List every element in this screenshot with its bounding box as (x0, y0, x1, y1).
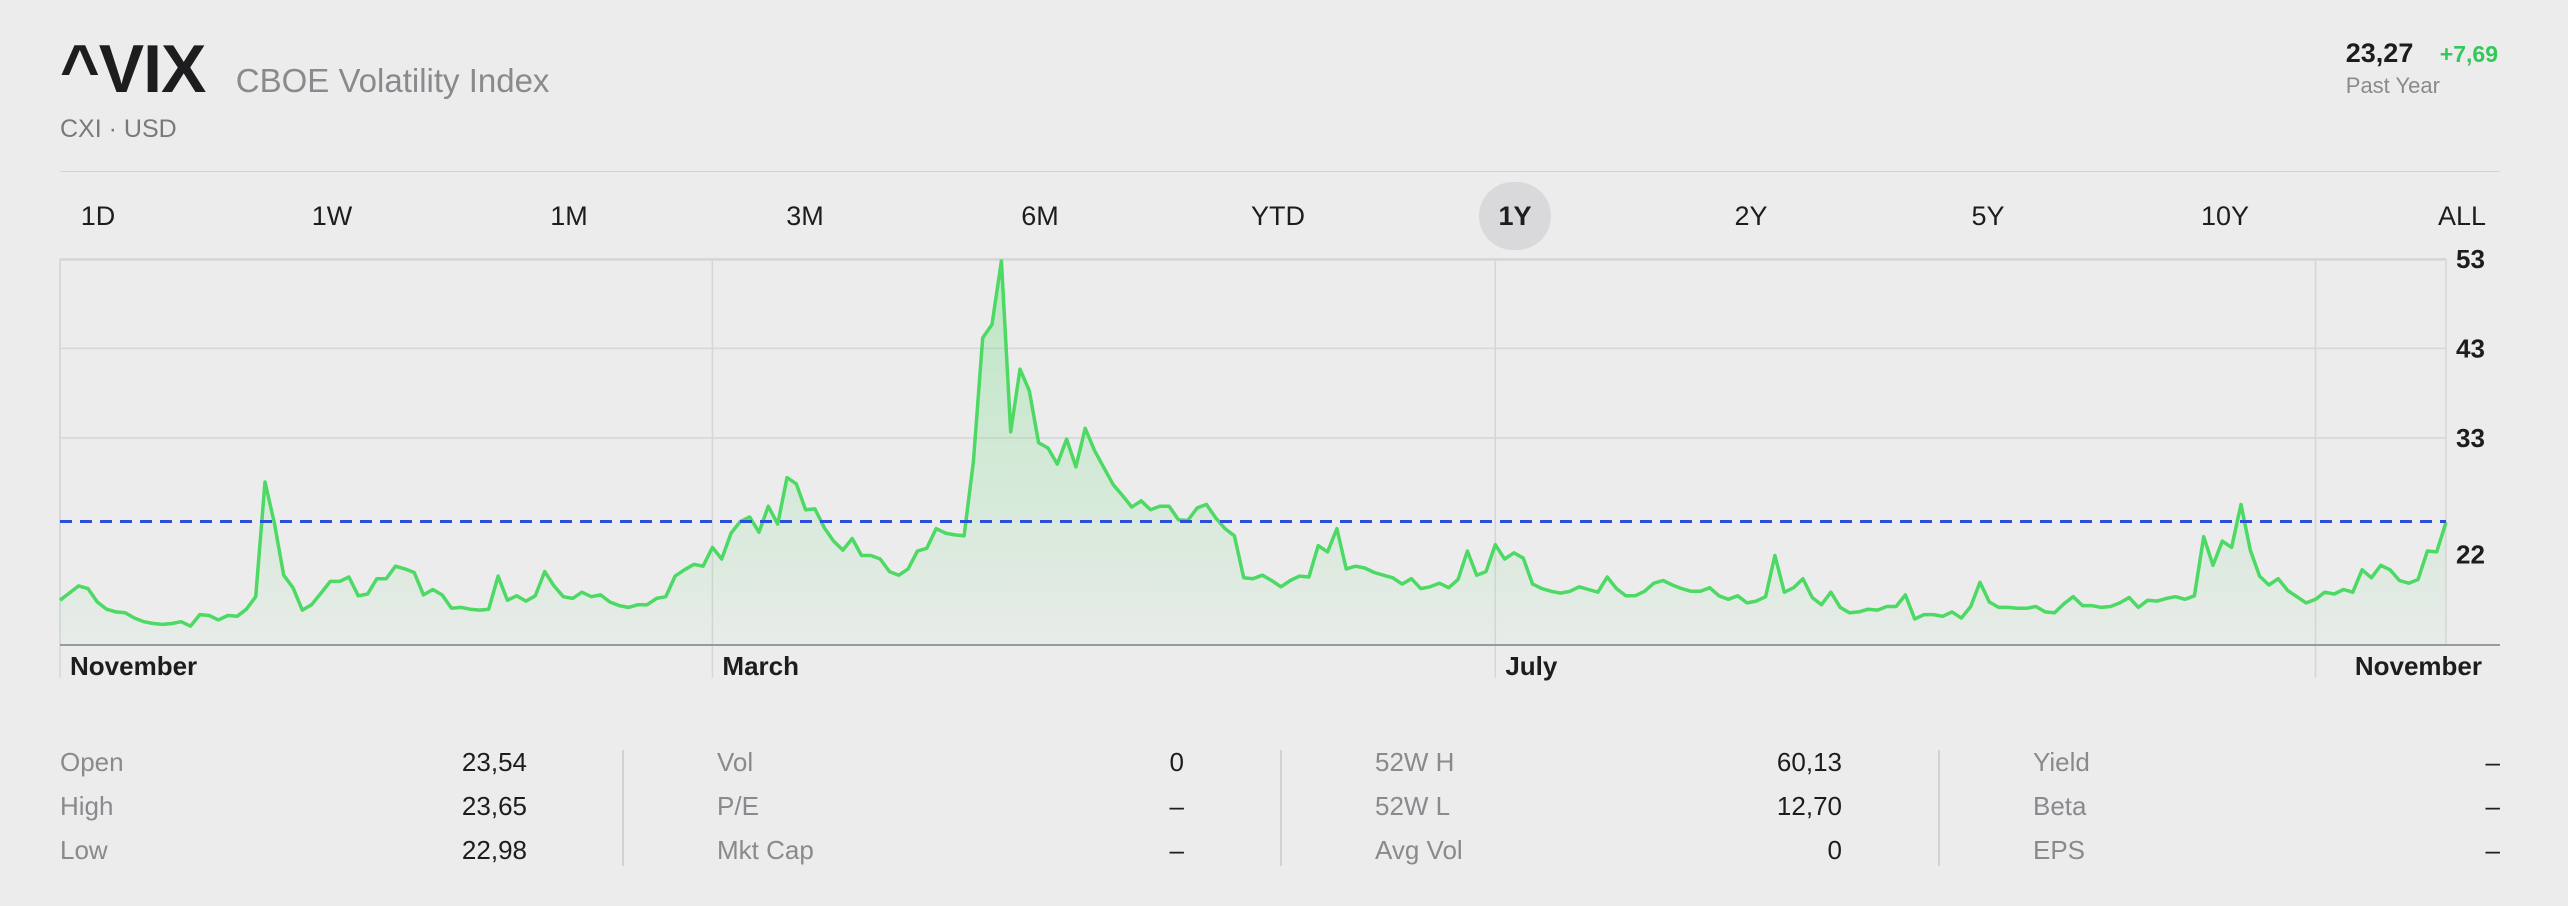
range-tab-1d[interactable]: 1D (80, 201, 116, 231)
range-tab-5y[interactable]: 5Y (1971, 201, 2005, 231)
y-tick-label: 53 (2456, 244, 2485, 274)
stat-label: High (60, 791, 114, 821)
x-tick-label: November (2355, 651, 2482, 681)
stat-row-eps: EPS – (2033, 828, 2500, 872)
stat-row-p-e: P/E – (717, 784, 1184, 828)
range-tab-10y[interactable]: 10Y (2200, 201, 2250, 231)
stat-value: – (1169, 791, 1184, 821)
series-area (60, 260, 2446, 645)
stats-column: Open 23,54 High 23,65 Low 22,98 (60, 740, 527, 872)
stats-column: Yield – Beta – EPS – (2033, 740, 2500, 872)
stats-column: Vol 0 P/E – Mkt Cap – (717, 740, 1184, 872)
time-range-selector: 1D 1W 1M 3M 6M YTD 1Y 2Y 5Y 10Y ALL (60, 182, 2500, 250)
stat-label: EPS (2033, 835, 2086, 865)
stat-label: 52W H (1375, 747, 1455, 777)
exchange-label: CXI · USD (60, 115, 177, 143)
stat-value: 60,13 (1776, 747, 1842, 777)
range-tab-2y[interactable]: 2Y (1734, 201, 1768, 231)
header: ^VIX CBOE Volatility Index (60, 30, 549, 108)
stats-divider (622, 750, 624, 866)
x-tick-label: March (722, 651, 799, 681)
stat-row-avg-vol: Avg Vol 0 (1375, 828, 1842, 872)
stat-label: 52W L (1375, 791, 1451, 821)
index-name: CBOE Volatility Index (235, 62, 550, 99)
stat-label: Mkt Cap (717, 835, 814, 865)
stat-value: 0 (1169, 747, 1184, 777)
stat-row-yield: Yield – (2033, 740, 2500, 784)
stat-label: Low (60, 835, 108, 865)
range-tab-ytd[interactable]: YTD (1251, 201, 1305, 231)
x-tick-label: July (1505, 651, 1558, 681)
range-tab-6m[interactable]: 6M (1021, 201, 1059, 231)
stat-row-low: Low 22,98 (60, 828, 527, 872)
range-tab-all[interactable]: ALL (2437, 201, 2487, 231)
quote-summary: 23,27 +7,69 Past Year (2346, 38, 2498, 99)
stat-label: Beta (2033, 791, 2087, 821)
stats-divider (1938, 750, 1940, 866)
change-period: Past Year (2345, 73, 2440, 98)
stat-row-vol: Vol 0 (717, 740, 1184, 784)
y-tick-label: 22 (2456, 539, 2485, 569)
stat-value: 23,54 (461, 747, 527, 777)
range-tab-1y[interactable]: 1Y (1479, 182, 1551, 250)
stat-value: 12,70 (1776, 791, 1842, 821)
y-tick-label: 33 (2456, 423, 2485, 453)
stat-row-52w-l: 52W L 12,70 (1375, 784, 1842, 828)
stat-label: Open (60, 747, 124, 777)
stat-value: – (1169, 835, 1184, 865)
stat-label: Vol (717, 747, 754, 777)
stat-value: – (2485, 835, 2500, 865)
range-tab-1w[interactable]: 1W (311, 201, 353, 231)
stat-value: – (2485, 791, 2500, 821)
series-line (58, 259, 2448, 628)
y-tick-label: 43 (2456, 333, 2485, 363)
stat-row-52w-h: 52W H 60,13 (1375, 740, 1842, 784)
range-tab-3m[interactable]: 3M (786, 201, 824, 231)
stats-divider (1280, 750, 1282, 866)
ticker-symbol: ^VIX (60, 31, 206, 107)
range-tab-1m[interactable]: 1M (550, 201, 588, 231)
stat-value: 22,98 (461, 835, 527, 865)
current-price: 23,27 (2345, 38, 2414, 68)
stats-column: 52W H 60,13 52W L 12,70 Avg Vol 0 (1375, 740, 1842, 872)
stat-value: – (2485, 747, 2500, 777)
stat-row-open: Open 23,54 (60, 740, 527, 784)
stat-label: P/E (717, 791, 759, 821)
header-divider (60, 171, 2500, 172)
price-change: +7,69 (2439, 41, 2498, 67)
stat-row-mkt-cap: Mkt Cap – (717, 828, 1184, 872)
statistics-panel: Open 23,54 High 23,65 Low 22,98 Vol 0 P/E – Mkt Ca… (60, 740, 2500, 870)
stat-label: Yield (2033, 747, 2090, 777)
x-tick-label: November (70, 651, 197, 681)
stat-row-beta: Beta – (2033, 784, 2500, 828)
stat-row-high: High 23,65 (60, 784, 527, 828)
stat-value: 0 (1827, 835, 1842, 865)
stat-value: 23,65 (461, 791, 527, 821)
stat-label: Avg Vol (1375, 835, 1463, 865)
